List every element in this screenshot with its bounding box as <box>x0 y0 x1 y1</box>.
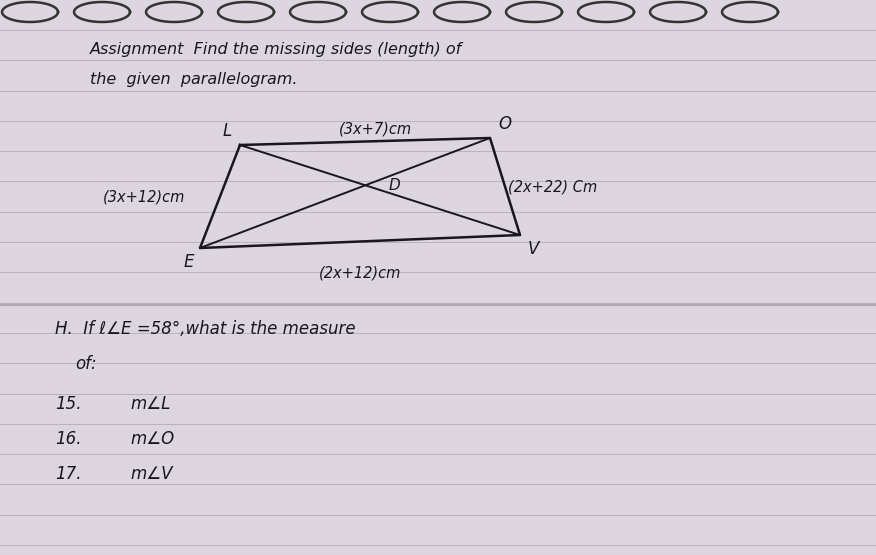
Text: m∠O: m∠O <box>130 430 174 448</box>
Text: Assignment  Find the missing sides (length) of: Assignment Find the missing sides (lengt… <box>90 42 463 57</box>
Text: D: D <box>389 178 400 193</box>
Text: the  given  parallelogram.: the given parallelogram. <box>90 72 298 87</box>
Text: E: E <box>183 253 194 271</box>
Text: (3x+7)cm: (3x+7)cm <box>338 122 412 137</box>
Text: 15.: 15. <box>55 395 81 413</box>
Text: L: L <box>223 122 232 140</box>
Text: 16.: 16. <box>55 430 81 448</box>
Text: H.  If ℓ∠E =58°,what is the measure: H. If ℓ∠E =58°,what is the measure <box>55 320 356 338</box>
Text: (3x+12)cm: (3x+12)cm <box>102 189 185 204</box>
Text: (2x+12)cm: (2x+12)cm <box>319 266 401 281</box>
Text: m∠L: m∠L <box>130 395 170 413</box>
Text: (2x+22) Cm: (2x+22) Cm <box>508 179 597 194</box>
Text: O: O <box>498 115 511 133</box>
Text: 17.: 17. <box>55 465 81 483</box>
Text: m∠V: m∠V <box>130 465 173 483</box>
Text: V: V <box>528 240 540 258</box>
Text: of:: of: <box>75 355 96 373</box>
